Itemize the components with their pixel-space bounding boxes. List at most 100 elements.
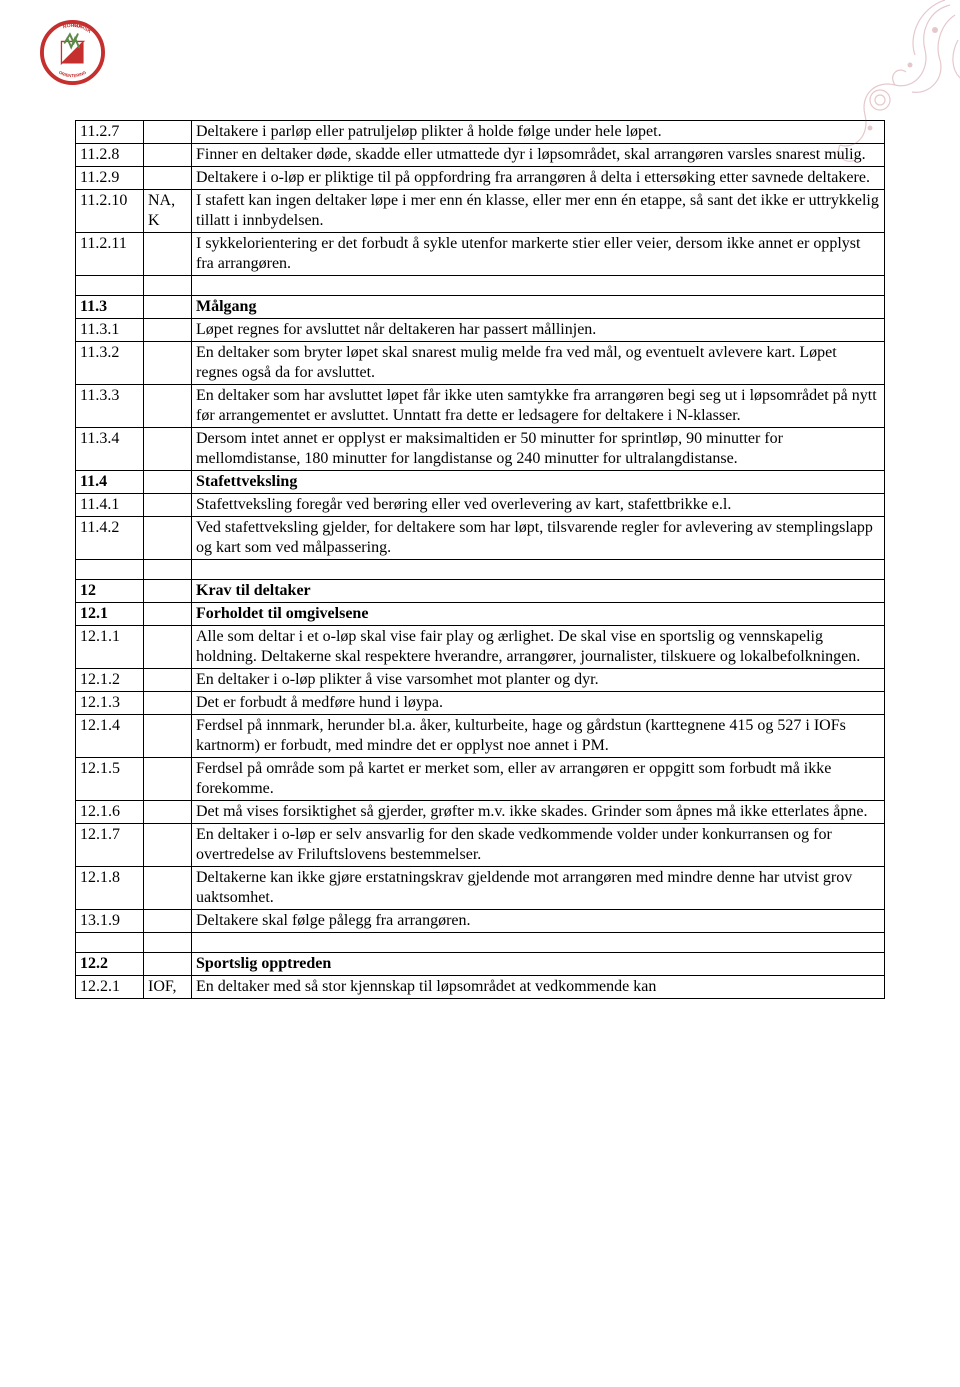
rule-code-cell: [144, 801, 192, 824]
table-row: 12.2.1IOF,En deltaker med så stor kjenns…: [76, 976, 885, 999]
spacer-cell: [192, 276, 885, 296]
table-row: 11.2.11 I sykkelorientering er det forbud…: [76, 233, 885, 276]
rule-number-cell: 12.1: [76, 603, 144, 626]
table-row: 11.4.2 Ved stafettveksling gjelder, for d…: [76, 517, 885, 560]
table-row: 11.2.7 Deltakere i parløp eller patruljel…: [76, 121, 885, 144]
table-row: 12.1.5 Ferdsel på område som på kartet er…: [76, 758, 885, 801]
rule-code-cell: [144, 319, 192, 342]
table-row: 12.1 Forholdet til omgivelsene: [76, 603, 885, 626]
rule-text-cell: Deltakere i o-løp er pliktige til på opp…: [192, 167, 885, 190]
rule-text-cell: En deltaker i o-løp plikter å vise varso…: [192, 669, 885, 692]
rule-code-cell: [144, 867, 192, 910]
rule-text-cell: Deltakerne kan ikke gjøre erstatningskra…: [192, 867, 885, 910]
rule-number-cell: 11.2.11: [76, 233, 144, 276]
rule-code-cell: [144, 144, 192, 167]
table-row: 13.1.9 Deltakere skal følge pålegg fra ar…: [76, 910, 885, 933]
spacer-cell: [76, 933, 144, 953]
rule-text-cell: En deltaker med så stor kjennskap til lø…: [192, 976, 885, 999]
rule-text-cell: Sportslig opptreden: [192, 953, 885, 976]
rule-text-cell: Ferdsel på område som på kartet er merke…: [192, 758, 885, 801]
rule-text-cell: En deltaker i o-løp er selv ansvarlig fo…: [192, 824, 885, 867]
rule-code-cell: [144, 669, 192, 692]
rule-number-cell: 12.1.5: [76, 758, 144, 801]
rule-text-cell: Ved stafettveksling gjelder, for deltake…: [192, 517, 885, 560]
rule-text-cell: Målgang: [192, 296, 885, 319]
rule-text-cell: Deltakere i parløp eller patruljeløp pli…: [192, 121, 885, 144]
rule-text-cell: Det må vises forsiktighet så gjerder, gr…: [192, 801, 885, 824]
rule-number-cell: 11.2.10: [76, 190, 144, 233]
spacer-cell: [192, 933, 885, 953]
rule-code-cell: [144, 715, 192, 758]
rule-code-cell: [144, 910, 192, 933]
rule-text-cell: Alle som deltar i et o-løp skal vise fai…: [192, 626, 885, 669]
table-row: 11.3.1 Løpet regnes for avsluttet når del…: [76, 319, 885, 342]
rule-number-cell: 12.2: [76, 953, 144, 976]
table-row: 12.1.4 Ferdsel på innmark, herunder bl.a.…: [76, 715, 885, 758]
rule-number-cell: 12.1.1: [76, 626, 144, 669]
table-row: 12.1.2 En deltaker i o-løp plikter å vise…: [76, 669, 885, 692]
table-row: 11.3.3En deltaker som har avsluttet løpe…: [76, 385, 885, 428]
rule-code-cell: [144, 626, 192, 669]
spacer-cell: [76, 560, 144, 580]
rule-number-cell: 11.4.2: [76, 517, 144, 560]
rule-code-cell: [144, 385, 192, 428]
rule-text-cell: Løpet regnes for avsluttet når deltakere…: [192, 319, 885, 342]
rule-number-cell: 11.4.1: [76, 494, 144, 517]
rule-code-cell: [144, 471, 192, 494]
rule-code-cell: [144, 580, 192, 603]
rule-number-cell: 11.3.4: [76, 428, 144, 471]
rule-code-cell: [144, 233, 192, 276]
rule-code-cell: IOF,: [144, 976, 192, 999]
rule-text-cell: Stafettveksling foregår ved berøring ell…: [192, 494, 885, 517]
rule-code-cell: [144, 296, 192, 319]
rule-number-cell: 12.1.7: [76, 824, 144, 867]
table-row: 12 Krav til deltaker: [76, 580, 885, 603]
rule-number-cell: 11.3.3: [76, 385, 144, 428]
rules-table: 11.2.7 Deltakere i parløp eller patruljel…: [75, 120, 885, 999]
rule-number-cell: 12.1.8: [76, 867, 144, 910]
table-row: 12.1.3 Det er forbudt å medføre hund i lø…: [76, 692, 885, 715]
rule-code-cell: [144, 824, 192, 867]
rule-code-cell: [144, 517, 192, 560]
rule-number-cell: 13.1.9: [76, 910, 144, 933]
rule-text-cell: Ferdsel på innmark, herunder bl.a. åker,…: [192, 715, 885, 758]
table-row: [76, 276, 885, 296]
table-row: 11.4.1 Stafettveksling foregår ved berøri…: [76, 494, 885, 517]
rule-number-cell: 12: [76, 580, 144, 603]
rule-text-cell: Deltakere skal følge pålegg fra arrangør…: [192, 910, 885, 933]
rule-number-cell: 11.4: [76, 471, 144, 494]
rule-number-cell: 11.3.2: [76, 342, 144, 385]
rule-number-cell: 11.2.9: [76, 167, 144, 190]
table-row: [76, 933, 885, 953]
table-row: 11.3.2 En deltaker som bryter løpet skal …: [76, 342, 885, 385]
rule-text-cell: Stafettveksling: [192, 471, 885, 494]
table-row: 11.4 Stafettveksling: [76, 471, 885, 494]
rule-text-cell: En deltaker som bryter løpet skal snares…: [192, 342, 885, 385]
rule-text-cell: Det er forbudt å medføre hund i løypa.: [192, 692, 885, 715]
rule-number-cell: 12.1.2: [76, 669, 144, 692]
table-row: 11.3.4Dersom intet annet er opplyst er m…: [76, 428, 885, 471]
rule-code-cell: [144, 167, 192, 190]
rule-number-cell: 11.3.1: [76, 319, 144, 342]
rule-number-cell: 12.1.3: [76, 692, 144, 715]
page-content: 11.2.7 Deltakere i parløp eller patruljel…: [0, 0, 960, 1039]
rule-number-cell: 11.2.7: [76, 121, 144, 144]
rule-number-cell: 11.2.8: [76, 144, 144, 167]
rule-code-cell: [144, 603, 192, 626]
rule-text-cell: Finner en deltaker døde, skadde eller ut…: [192, 144, 885, 167]
table-row: 12.1.7 En deltaker i o-løp er selv ansvar…: [76, 824, 885, 867]
rule-code-cell: [144, 758, 192, 801]
rule-text-cell: I stafett kan ingen deltaker løpe i mer …: [192, 190, 885, 233]
rule-code-cell: [144, 342, 192, 385]
rule-number-cell: 12.1.4: [76, 715, 144, 758]
table-row: 11.2.10NA, KI stafett kan ingen deltaker…: [76, 190, 885, 233]
rule-code-cell: NA, K: [144, 190, 192, 233]
table-row: 11.3Målgang: [76, 296, 885, 319]
table-row: [76, 560, 885, 580]
rule-text-cell: Forholdet til omgivelsene: [192, 603, 885, 626]
rule-text-cell: I sykkelorientering er det forbudt å syk…: [192, 233, 885, 276]
table-row: 12.2 Sportslig opptreden: [76, 953, 885, 976]
norsk-orientering-logo: NORSK NORSK ORIENTERING: [40, 20, 105, 85]
spacer-cell: [144, 560, 192, 580]
rule-text-cell: Krav til deltaker: [192, 580, 885, 603]
